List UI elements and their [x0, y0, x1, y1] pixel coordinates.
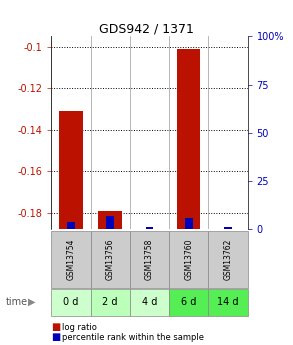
Text: GSM13754: GSM13754 — [67, 239, 75, 280]
Text: GSM13760: GSM13760 — [184, 239, 193, 280]
Text: time: time — [6, 297, 28, 307]
Text: ■: ■ — [51, 333, 61, 342]
Bar — [59, 111, 83, 229]
Text: 4 d: 4 d — [142, 297, 157, 307]
Bar — [185, 218, 193, 229]
Bar — [98, 211, 122, 229]
Bar — [224, 227, 232, 229]
Text: GSM13756: GSM13756 — [106, 239, 115, 280]
Text: percentile rank within the sample: percentile rank within the sample — [62, 333, 204, 342]
Text: GSM13758: GSM13758 — [145, 239, 154, 280]
Bar — [67, 222, 75, 229]
Text: GDS942 / 1371: GDS942 / 1371 — [99, 22, 194, 36]
Bar — [146, 227, 153, 229]
Text: GSM13762: GSM13762 — [224, 239, 232, 280]
Text: 2 d: 2 d — [103, 297, 118, 307]
Text: 0 d: 0 d — [63, 297, 79, 307]
Bar — [106, 216, 114, 229]
Text: 14 d: 14 d — [217, 297, 239, 307]
Text: ■: ■ — [51, 322, 61, 332]
Bar — [177, 49, 200, 229]
Text: log ratio: log ratio — [62, 323, 96, 332]
Text: ▶: ▶ — [28, 297, 35, 307]
Text: 6 d: 6 d — [181, 297, 196, 307]
